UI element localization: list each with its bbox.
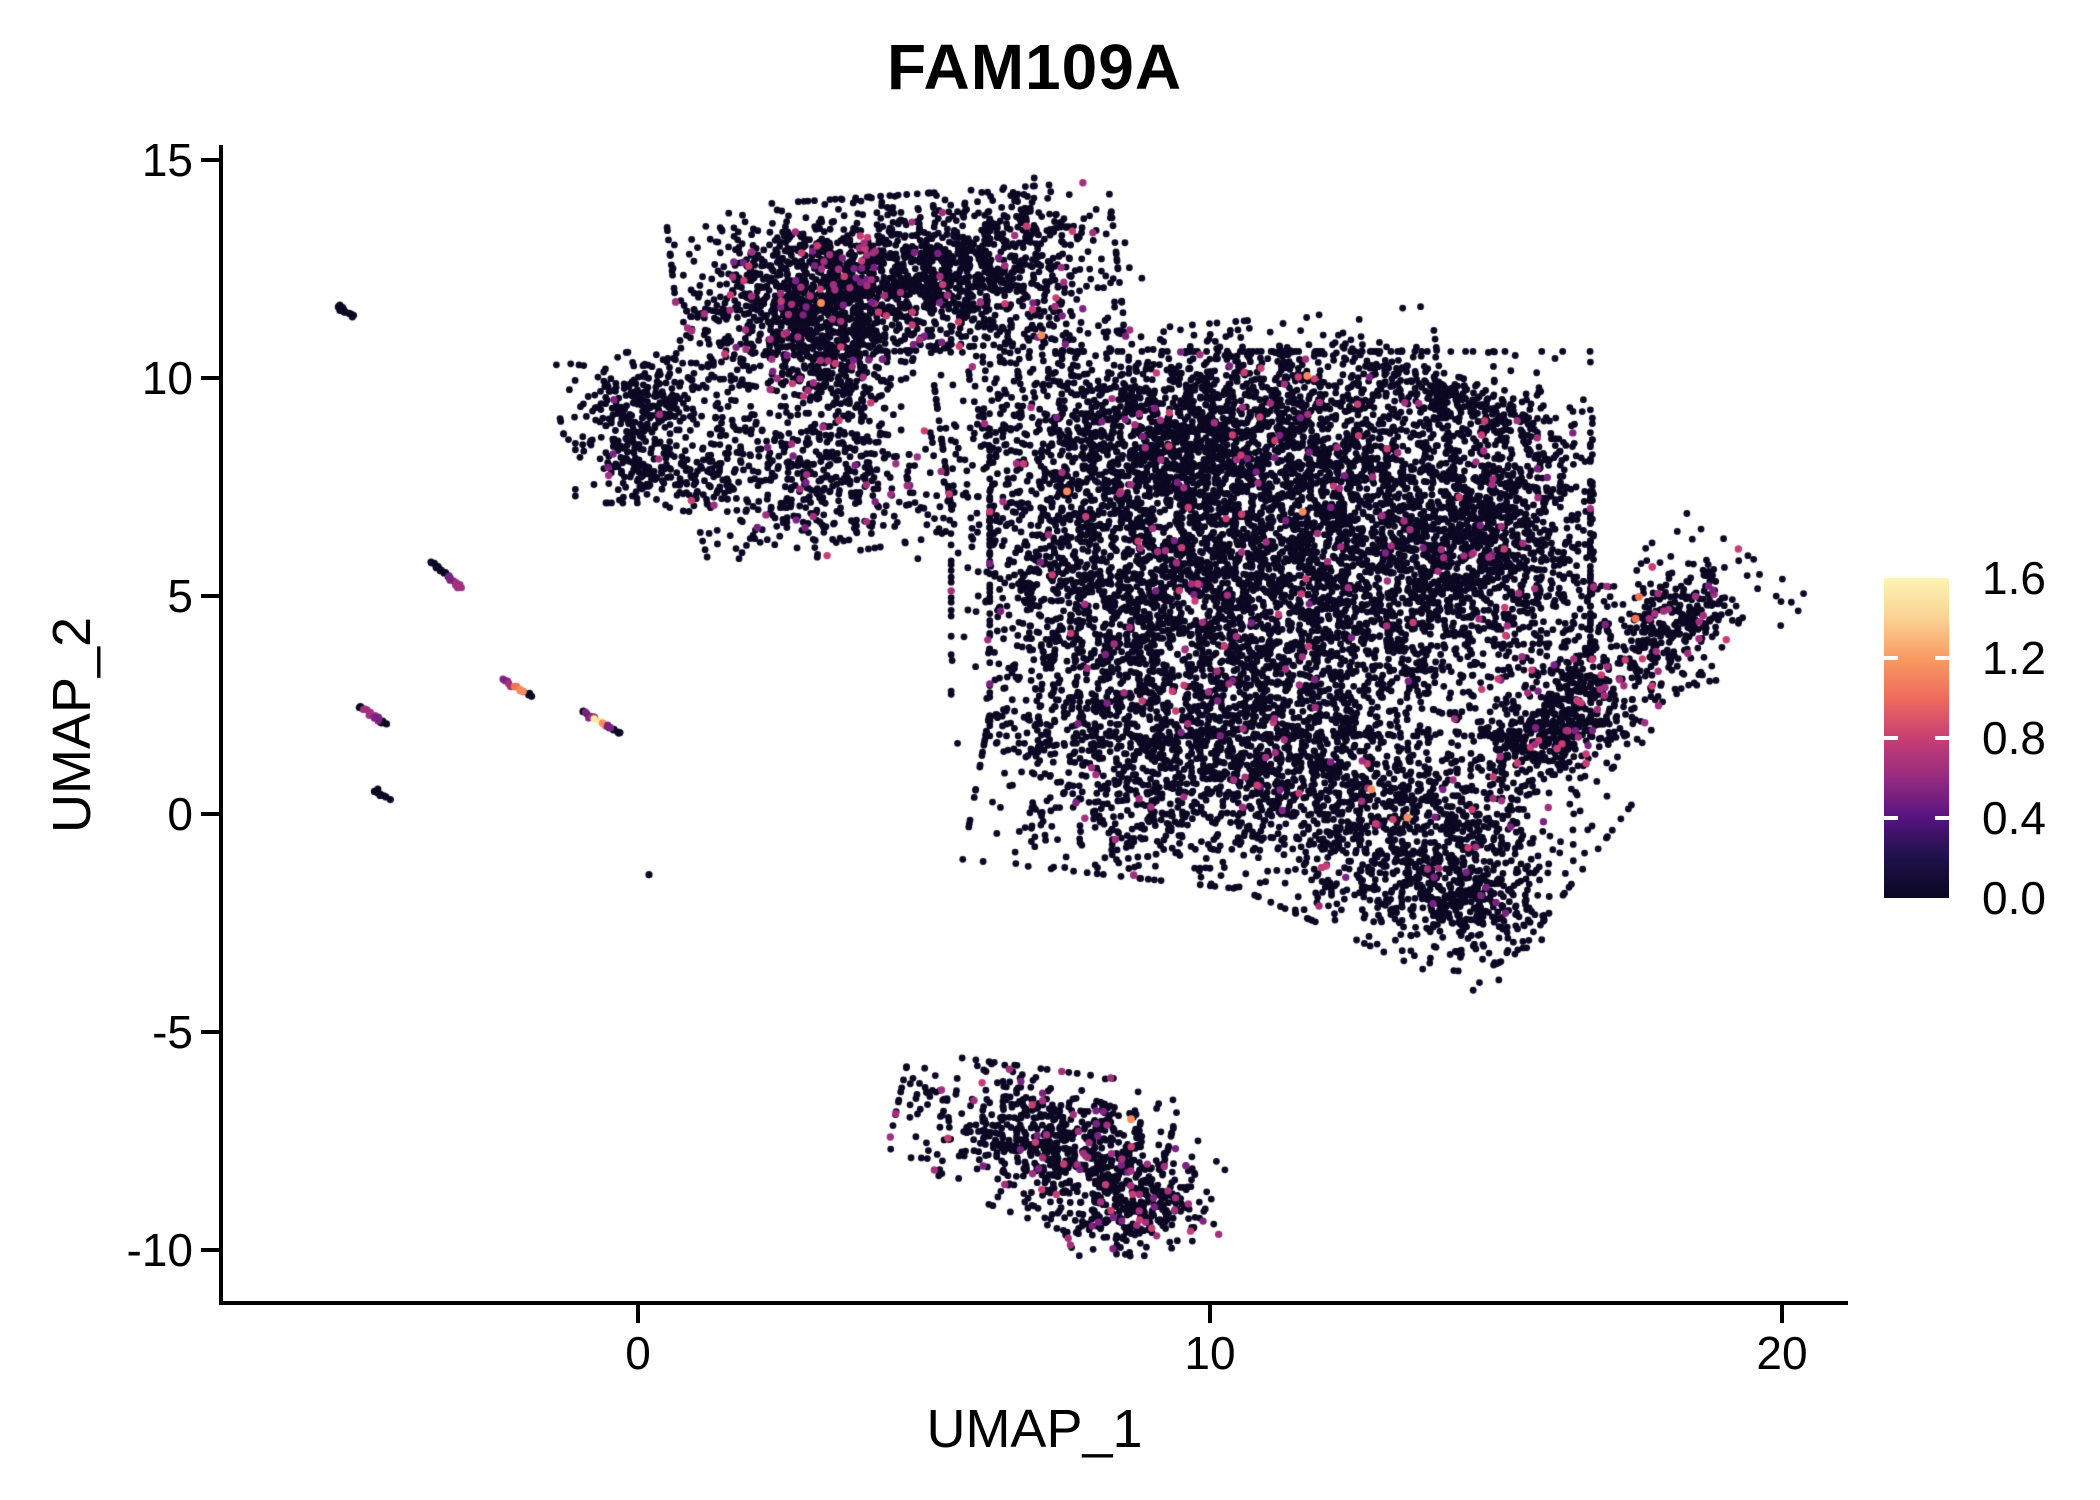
- colorbar-tick-mark: [1884, 816, 1898, 820]
- colorbar-tick-mark: [1935, 656, 1949, 660]
- y-tick-label: 10: [141, 352, 193, 404]
- y-axis-title: UMAP_2: [42, 616, 102, 834]
- y-tick-label: -10: [126, 1224, 193, 1276]
- x-axis-title: UMAP_1: [926, 1399, 1143, 1459]
- colorbar-tick-label: 1.6: [1982, 552, 2046, 604]
- y-tick-label: -5: [152, 1006, 193, 1058]
- colorbar-tick-label: 0.8: [1982, 712, 2046, 764]
- x-tick-mark: [1780, 1305, 1784, 1323]
- y-tick-label: 5: [167, 570, 193, 622]
- x-tick-mark: [1208, 1305, 1212, 1323]
- x-tick-label: 20: [1756, 1327, 1808, 1379]
- x-tick-label: 0: [625, 1327, 651, 1379]
- colorbar-tick-label: 0.4: [1982, 792, 2046, 844]
- y-tick-mark: [201, 594, 219, 598]
- y-tick-label: 15: [141, 134, 193, 186]
- x-tick-label: 10: [1184, 1327, 1236, 1379]
- colorbar-tick-mark: [1935, 736, 1949, 740]
- x-tick-mark: [636, 1305, 640, 1323]
- colorbar-tick-label: 1.2: [1982, 632, 2046, 684]
- colorbar-tick-mark: [1884, 736, 1898, 740]
- x-axis-line: [219, 1301, 1848, 1305]
- plot-title: FAM109A: [886, 31, 1183, 103]
- y-tick-mark: [201, 158, 219, 162]
- y-tick-mark: [201, 376, 219, 380]
- y-tick-label: 0: [167, 788, 193, 840]
- y-tick-mark: [201, 1248, 219, 1252]
- colorbar-tick-mark: [1935, 816, 1949, 820]
- y-tick-mark: [201, 812, 219, 816]
- colorbar-tick-label: 0.0: [1982, 872, 2046, 924]
- y-axis-line: [219, 145, 223, 1305]
- y-tick-mark: [201, 1030, 219, 1034]
- colorbar-tick-mark: [1884, 656, 1898, 660]
